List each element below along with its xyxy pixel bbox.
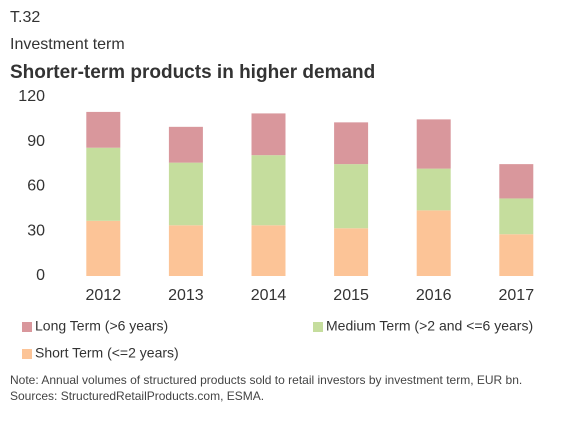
bar-segment [251,113,286,156]
legend-swatch [22,349,32,359]
legend-swatch [22,322,32,332]
note: Note: Annual volumes of structured produ… [10,373,523,387]
bar-segment [251,155,286,226]
y-tick-label: 60 [27,178,45,195]
legend-label: Medium Term (>2 and <=6 years) [326,318,533,334]
y-tick-label: 30 [27,222,45,239]
x-tick-label: 2017 [499,287,535,304]
bar-segment [168,126,203,163]
chart-subtitle: Investment term [10,36,125,53]
legend-label: Long Term (>6 years) [35,318,168,334]
bar-segment [334,228,369,276]
bar-segment [86,147,121,221]
x-tick-label: 2013 [168,287,204,304]
bar-segment [416,119,451,169]
source: Sources: StructuredRetailProducts.com, E… [10,389,265,403]
bar-segment [86,111,121,148]
legend-label: Short Term (<=2 years) [35,345,179,361]
bar-segment [334,164,369,229]
bar-segment [416,210,451,276]
x-tick-label: 2016 [416,287,452,304]
x-tick-label: 2012 [86,287,122,304]
bar-segment [168,225,203,276]
x-tick-label: 2015 [333,287,369,304]
bar-segment [499,164,534,199]
notes: Note: Annual volumes of structured produ… [10,372,572,404]
bar-segment [86,220,121,276]
bar-segment [251,225,286,276]
bar-segment [416,168,451,211]
bar-segment [168,162,203,226]
x-tick-label: 2014 [251,287,287,304]
chart: T.32 Investment term Shorter-term produc… [10,9,535,361]
chart-title: Shorter-term products in higher demand [10,62,375,83]
legend-swatch [313,322,323,332]
y-tick-label: 120 [18,88,45,105]
bar-segment [499,234,534,276]
chart-label: T.32 [10,9,40,26]
bar-segment [334,122,369,165]
bar-segment [499,198,534,235]
y-tick-label: 90 [27,133,45,150]
y-tick-label: 0 [36,267,45,284]
